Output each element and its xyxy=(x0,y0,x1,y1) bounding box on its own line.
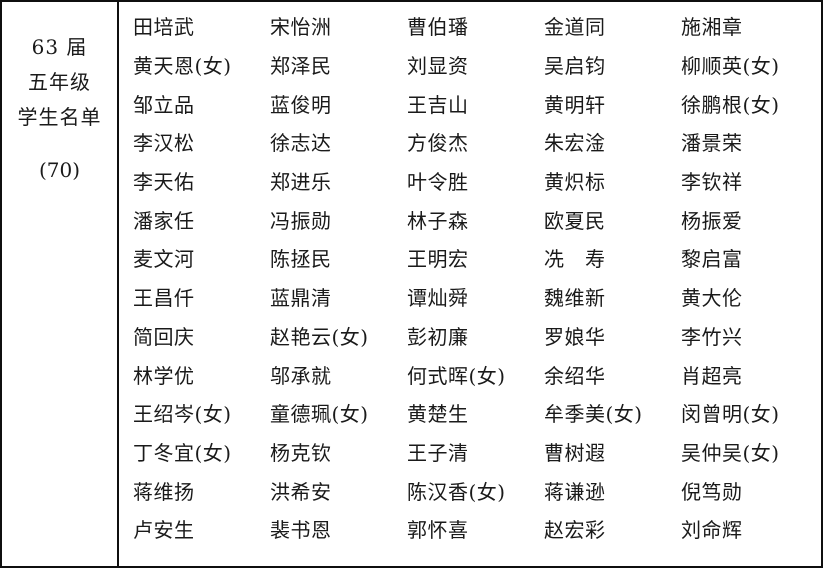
table-row: 王绍岑(女) 童德珮(女) 黄楚生 牟季美(女) 闵曾明(女) xyxy=(119,395,821,434)
student-name: 曹树遐 xyxy=(544,440,606,465)
student-name: 施湘章 xyxy=(681,15,743,40)
student-name: 郑进乐 xyxy=(270,170,332,195)
student-name: 陈汉香(女) xyxy=(407,479,506,504)
student-name: 丁冬宜(女) xyxy=(133,440,232,465)
student-name: 柳顺英(女) xyxy=(681,54,780,79)
table-row: 王昌仟 蓝鼎清 谭灿舜 魏维新 黄大伦 xyxy=(119,279,821,318)
student-name: 何式晖(女) xyxy=(407,363,506,388)
table-row: 麦文河 陈拯民 王明宏 冼 寿 黎启富 xyxy=(119,240,821,279)
student-name: 朱宏淦 xyxy=(544,131,606,156)
student-name: 蒋谦逊 xyxy=(544,479,606,504)
student-name: 李天佑 xyxy=(133,170,195,195)
student-name: 谭灿舜 xyxy=(407,286,469,311)
student-name: 李钦祥 xyxy=(681,170,743,195)
student-name: 彭初廉 xyxy=(407,324,469,349)
roster-label-cell: 63 届 五年级 学生名单 (70) xyxy=(2,2,119,566)
student-name: 郭怀喜 xyxy=(407,518,469,543)
roster-label-line-1: 63 届 xyxy=(31,35,88,59)
table-row: 丁冬宜(女) 杨克钦 王子清 曹树遐 吴仲吴(女) xyxy=(119,434,821,473)
table-row: 蒋维扬 洪希安 陈汉香(女) 蒋谦逊 倪笃勋 xyxy=(119,472,821,511)
student-name: 余绍华 xyxy=(544,363,606,388)
student-name: 杨振爱 xyxy=(681,208,743,233)
student-name: 刘命辉 xyxy=(681,518,743,543)
student-name: 蓝鼎清 xyxy=(270,286,332,311)
student-name: 洪希安 xyxy=(270,479,332,504)
student-name: 吴启钧 xyxy=(544,54,606,79)
student-name: 徐鹏根(女) xyxy=(681,92,780,117)
table-row: 黄天恩(女) 郑泽民 刘显资 吴启钧 柳顺英(女) xyxy=(119,47,821,86)
student-name: 王吉山 xyxy=(407,92,469,117)
student-name: 黄楚生 xyxy=(407,402,469,427)
student-name: 方俊杰 xyxy=(407,131,469,156)
student-name: 王绍岑(女) xyxy=(133,402,232,427)
student-name: 黎启富 xyxy=(681,247,743,272)
student-name: 李竹兴 xyxy=(681,324,743,349)
student-name: 欧夏民 xyxy=(544,208,606,233)
student-name: 蓝俊明 xyxy=(270,92,332,117)
student-name: 倪笃勋 xyxy=(681,479,743,504)
table-row: 邹立品 蓝俊明 王吉山 黄明轩 徐鹏根(女) xyxy=(119,85,821,124)
roster-names-grid: 田培武 宋怡洲 曹伯璠 金道同 施湘章 黄天恩(女) 郑泽民 刘显资 吴启钧 柳… xyxy=(119,2,821,566)
student-name: 邹立品 xyxy=(133,92,195,117)
student-name: 郑泽民 xyxy=(270,54,332,79)
student-name: 裴书恩 xyxy=(270,518,332,543)
student-name: 潘家任 xyxy=(133,208,195,233)
student-name: 王昌仟 xyxy=(133,286,195,311)
student-name: 王明宏 xyxy=(407,247,469,272)
student-name: 闵曾明(女) xyxy=(681,402,780,427)
student-name: 陈拯民 xyxy=(270,247,332,272)
student-name: 黄天恩(女) xyxy=(133,54,232,79)
student-name: 田培武 xyxy=(133,15,195,40)
student-name: 金道同 xyxy=(544,15,606,40)
student-name: 林子森 xyxy=(407,208,469,233)
student-name: 曹伯璠 xyxy=(407,15,469,40)
student-name: 魏维新 xyxy=(544,286,606,311)
student-name: 赵宏彩 xyxy=(544,518,606,543)
student-name: 冯振勋 xyxy=(270,208,332,233)
student-name: 赵艳云(女) xyxy=(270,324,369,349)
roster-label-line-3: 学生名单 xyxy=(17,105,102,129)
student-name: 冼 寿 xyxy=(544,247,606,272)
table-row: 田培武 宋怡洲 曹伯璠 金道同 施湘章 xyxy=(119,8,821,47)
student-name: 黄大伦 xyxy=(681,286,743,311)
roster-student-count: (70) xyxy=(38,158,81,182)
student-name: 叶令胜 xyxy=(407,170,469,195)
student-name: 宋怡洲 xyxy=(270,15,332,40)
student-name: 麦文河 xyxy=(133,247,195,272)
table-row: 卢安生 裴书恩 郭怀喜 赵宏彩 刘命辉 xyxy=(119,511,821,550)
student-name: 牟季美(女) xyxy=(544,402,643,427)
student-name: 潘景荣 xyxy=(681,131,743,156)
roster-label-line-2: 五年级 xyxy=(28,70,91,94)
student-name: 蒋维扬 xyxy=(133,479,195,504)
student-name: 刘显资 xyxy=(407,54,469,79)
student-name: 林学优 xyxy=(133,363,195,388)
student-name: 简回庆 xyxy=(133,324,195,349)
student-name: 黄明轩 xyxy=(544,92,606,117)
student-name: 王子清 xyxy=(407,440,469,465)
table-row: 李天佑 郑进乐 叶令胜 黄炽标 李钦祥 xyxy=(119,163,821,202)
student-name: 卢安生 xyxy=(133,518,195,543)
student-name: 黄炽标 xyxy=(544,170,606,195)
student-name: 杨克钦 xyxy=(270,440,332,465)
student-name: 童德珮(女) xyxy=(270,402,369,427)
student-name: 邬承就 xyxy=(270,363,332,388)
table-row: 简回庆 赵艳云(女) 彭初廉 罗娘华 李竹兴 xyxy=(119,318,821,357)
student-name: 罗娘华 xyxy=(544,324,606,349)
table-row: 林学优 邬承就 何式晖(女) 余绍华 肖超亮 xyxy=(119,356,821,395)
student-name: 吴仲吴(女) xyxy=(681,440,780,465)
student-name: 徐志达 xyxy=(270,131,332,156)
table-row: 潘家任 冯振勋 林子森 欧夏民 杨振爱 xyxy=(119,201,821,240)
table-row: 李汉松 徐志达 方俊杰 朱宏淦 潘景荣 xyxy=(119,124,821,163)
student-name: 李汉松 xyxy=(133,131,195,156)
student-name: 肖超亮 xyxy=(681,363,743,388)
